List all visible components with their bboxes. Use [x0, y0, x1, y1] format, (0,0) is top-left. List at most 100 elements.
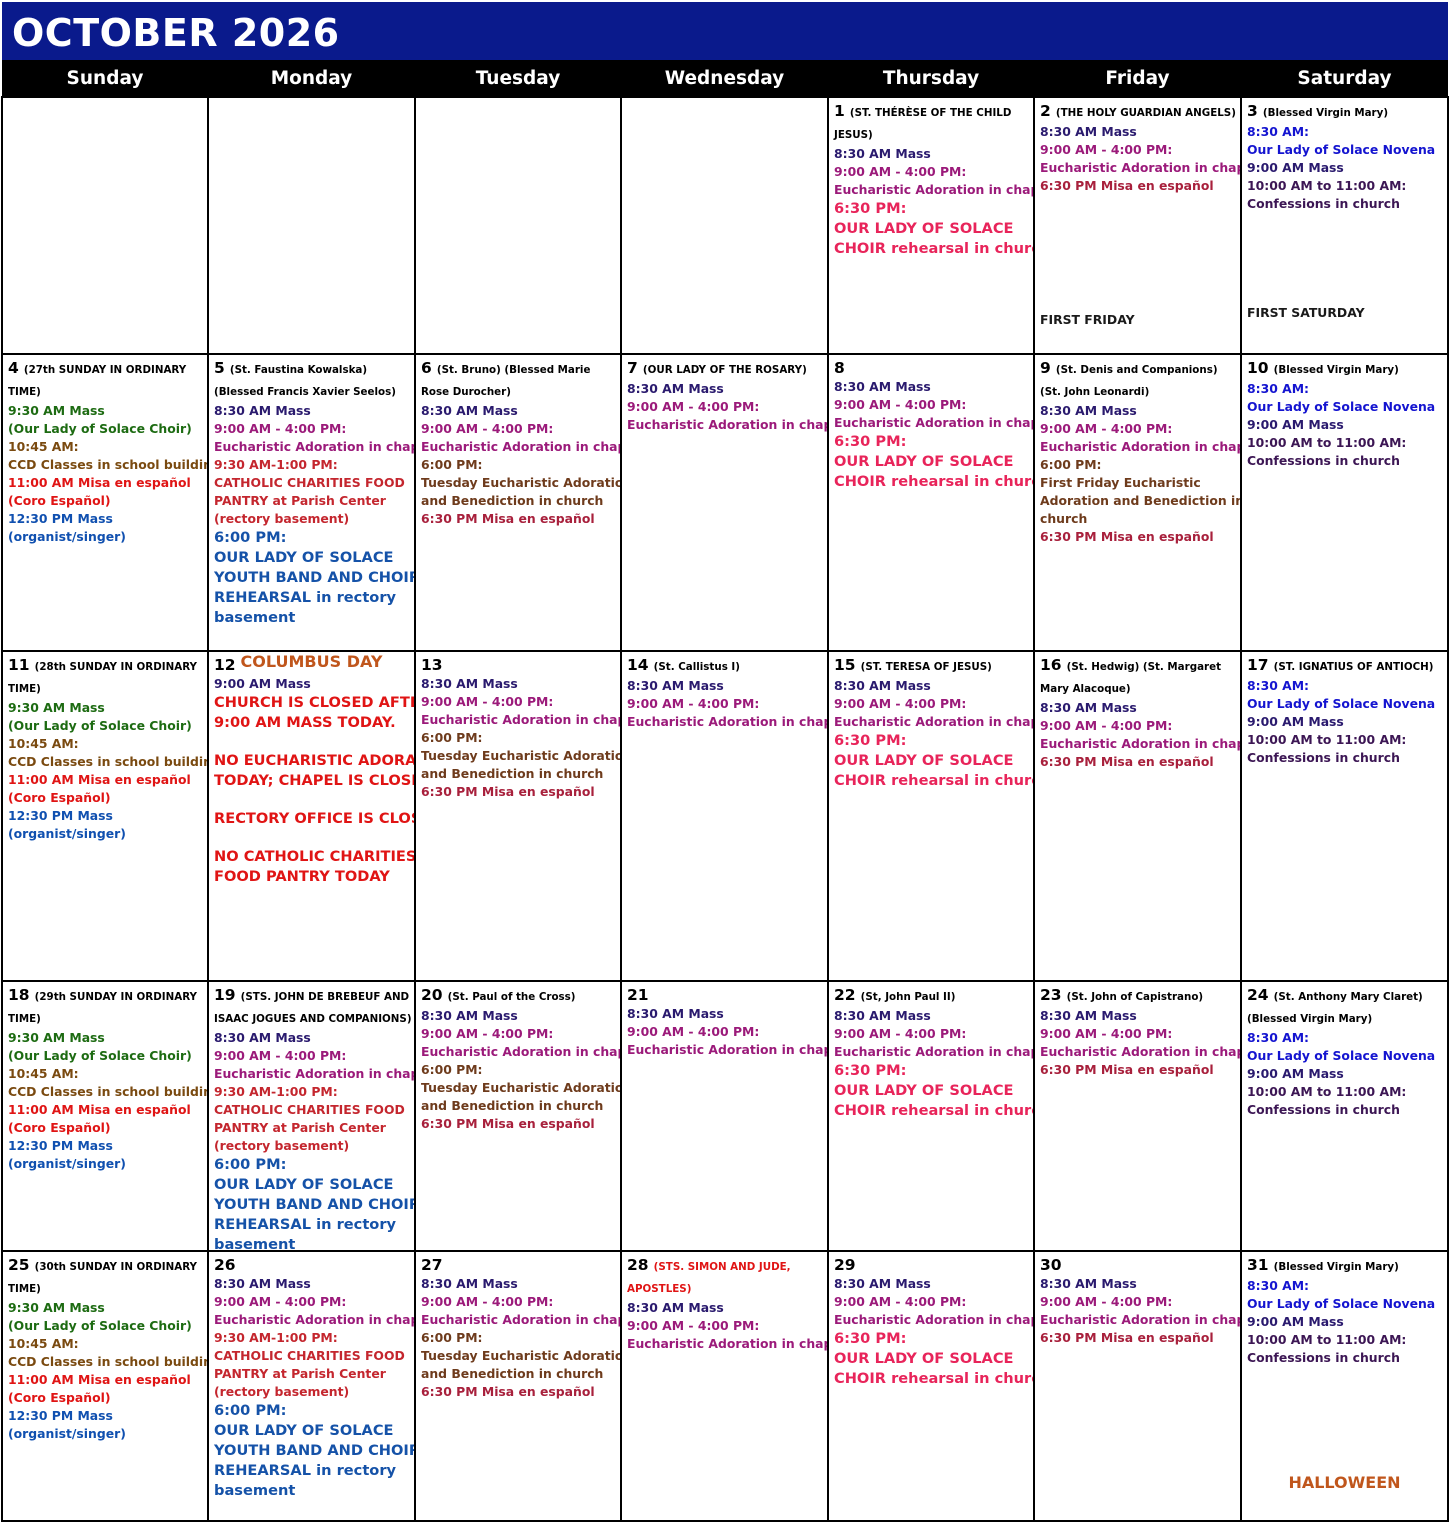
- event-line: (rectory basement): [214, 1384, 350, 1399]
- day-cell-29: 29 8:30 AM Mass 9:00 AM - 4:00 PM: Eucharis…: [827, 1250, 1035, 1522]
- event-line: 8:30 AM Mass: [1040, 403, 1137, 418]
- day-header-label: Friday: [1105, 68, 1170, 89]
- event-line: Confessions in church: [1247, 453, 1400, 468]
- event-line: 9:30 AM Mass: [8, 1300, 105, 1315]
- event-line: 8:30 AM Mass: [627, 678, 724, 693]
- day-cell-content: 6 (St. Bruno) (Blessed Marie Rose Duroch…: [421, 358, 622, 528]
- date-line: 12: [214, 655, 412, 675]
- event-line: 10:00 AM to 11:00 AM:: [1247, 1084, 1407, 1099]
- event-line: Eucharistic Adoration in chapel: [214, 1312, 416, 1327]
- day-cell-3: 3 (Blessed Virgin Mary) 8:30 AM: Our Lady …: [1240, 96, 1449, 355]
- event-line: (Coro Español): [8, 790, 111, 805]
- day-cell-11: 11 (28th SUNDAY IN ORDINARY TIME) 9:30 AM…: [1, 650, 209, 982]
- date-line: 7 (OUR LADY OF THE ROSARY): [627, 358, 825, 380]
- event-line: 8:30 AM Mass: [834, 1008, 931, 1023]
- date-number: 5: [214, 359, 225, 377]
- event-line: 11:00 AM Misa en español: [8, 1102, 191, 1117]
- feast-day-label: (St. Hedwig) (St. Margaret Mary Alacoque…: [1040, 661, 1222, 695]
- day-cell-content: 3 (Blessed Virgin Mary) 8:30 AM: Our Lady …: [1247, 101, 1445, 213]
- date-line: 19 (STS. JOHN DE BREBEUF AND ISAAC JOGUE…: [214, 985, 412, 1029]
- day-header-label: Sunday: [66, 68, 144, 89]
- day-cell-content: 23 (St. John of Capistrano) 8:30 AM Mass 9…: [1040, 985, 1240, 1079]
- day-cell-content: 9 (St. Denis and Companions) (St. John L…: [1040, 358, 1240, 546]
- event-line: (Coro Español): [8, 1120, 111, 1135]
- event-line: 9:00 AM - 4:00 PM:: [421, 421, 554, 436]
- day-header-thursday: Thursday: [828, 60, 1034, 97]
- event-line: Our Lady of Solace Novena: [1247, 142, 1436, 157]
- date-line: 29: [834, 1255, 1031, 1275]
- feast-day-label: (St. Callistus I): [653, 661, 740, 673]
- day-cell-14: 14 (St. Callistus I) 8:30 AM Mass 9:00 AM …: [620, 650, 829, 982]
- date-line: 11 (28th SUNDAY IN ORDINARY TIME): [8, 655, 205, 699]
- day-cell-content: 31 (Blessed Virgin Mary) 8:30 AM: Our Lady…: [1247, 1255, 1445, 1367]
- date-line: 10 (Blessed Virgin Mary): [1247, 358, 1445, 380]
- date-number: 18: [8, 986, 30, 1004]
- event-line: 8:30 AM Mass: [834, 1276, 931, 1291]
- event-line: First Friday Eucharistic: [1040, 475, 1201, 490]
- date-line: 5 (St. Faustina Kowalska) (Blessed Franc…: [214, 358, 412, 402]
- date-number: 6: [421, 359, 432, 377]
- event-line: OUR LADY OF SOLACE: [834, 752, 1014, 769]
- day-cell-7: 7 (OUR LADY OF THE ROSARY) 8:30 AM Mass 9:…: [620, 353, 829, 652]
- date-number: 15: [834, 656, 856, 674]
- date-line: 15 (ST. TERESA OF JESUS): [834, 655, 1031, 677]
- day-cell-16: 16 (St. Hedwig) (St. Margaret Mary Alaco…: [1033, 650, 1242, 982]
- day-cell-18: 18 (29th SUNDAY IN ORDINARY TIME) 9:30 AM…: [1, 980, 209, 1252]
- event-line: 10:45 AM:: [8, 1336, 79, 1351]
- date-number: 14: [627, 656, 649, 674]
- day-cell-5: 5 (St. Faustina Kowalska) (Blessed Franc…: [207, 353, 416, 652]
- day-cell-9: 9 (St. Denis and Companions) (St. John L…: [1033, 353, 1242, 652]
- feast-day-label: (St. John of Capistrano): [1066, 991, 1204, 1003]
- date-number: 20: [421, 986, 443, 1004]
- event-line: Eucharistic Adoration in chapel: [627, 1042, 829, 1057]
- event-line: 8:30 AM Mass: [627, 381, 724, 396]
- event-line: 8:30 AM Mass: [627, 1006, 724, 1021]
- event-line: 6:30 PM Misa en español: [421, 511, 595, 526]
- day-cell-content: 4 (27th SUNDAY IN ORDINARY TIME) 9:30 AM …: [8, 358, 207, 546]
- event-line: CHOIR rehearsal in church: [834, 473, 1035, 490]
- event-line: FOOD PANTRY TODAY: [214, 868, 390, 885]
- event-line: 9:30 AM Mass: [8, 1030, 105, 1045]
- day-cell-content: 19 (STS. JOHN DE BREBEUF AND ISAAC JOGUE…: [214, 985, 416, 1250]
- event-line: 10:45 AM:: [8, 439, 79, 454]
- event-line: CATHOLIC CHARITIES FOOD: [214, 475, 405, 490]
- event-line: Confessions in church: [1247, 196, 1400, 211]
- event-line: and Benediction in church: [421, 766, 604, 781]
- date-number: 11: [8, 656, 30, 674]
- event-line: PANTRY at Parish Center: [214, 493, 386, 508]
- day-cell-31: 31 (Blessed Virgin Mary) 8:30 AM: Our Lady…: [1240, 1250, 1449, 1522]
- event-line: Eucharistic Adoration in chapel: [214, 1066, 416, 1081]
- date-line: 17 (ST. IGNATIUS OF ANTIOCH): [1247, 655, 1445, 677]
- event-line: 6:30 PM Misa en español: [1040, 1062, 1214, 1077]
- calendar-title: OCTOBER 2026: [12, 11, 340, 55]
- feast-day-label: (Blessed Virgin Mary): [1262, 107, 1389, 119]
- event-line: 9:00 AM - 4:00 PM:: [834, 1026, 967, 1041]
- date-number: 19: [214, 986, 236, 1004]
- event-line: (Our Lady of Solace Choir): [8, 1048, 192, 1063]
- event-line: RECTORY OFFICE IS CLOSED.: [214, 810, 414, 827]
- feast-day-label: (ST. IGNATIUS OF ANTIOCH): [1273, 661, 1434, 673]
- event-line: 9:30 AM-1:00 PM:: [214, 1330, 338, 1345]
- event-line: 10:00 AM to 11:00 AM:: [1247, 435, 1407, 450]
- date-line: 2 (THE HOLY GUARDIAN ANGELS): [1040, 101, 1238, 123]
- day-cell-25: 25 (30th SUNDAY IN ORDINARY TIME) 9:30 AM…: [1, 1250, 209, 1522]
- event-line: 9:00 AM - 4:00 PM:: [834, 397, 967, 412]
- day-cell-17: 17 (ST. IGNATIUS OF ANTIOCH) 8:30 AM: Our …: [1240, 650, 1449, 982]
- event-line: Tuesday Eucharistic Adoration: [421, 1348, 622, 1363]
- event-line: Eucharistic Adoration in chapel: [627, 1336, 829, 1351]
- event-line: (organist/singer): [8, 1426, 126, 1441]
- event-line: Our Lady of Solace Novena: [1247, 1048, 1436, 1063]
- empty-day-cell: [620, 96, 829, 355]
- event-line: Eucharistic Adoration in chapel: [421, 439, 622, 454]
- event-line: 6:30 PM:: [834, 1062, 907, 1079]
- event-line: (rectory basement): [214, 1138, 350, 1153]
- event-line: 6:30 PM Misa en español: [1040, 178, 1214, 193]
- event-line: 6:30 PM:: [834, 732, 907, 749]
- day-cell-content: 16 (St. Hedwig) (St. Margaret Mary Alaco…: [1040, 655, 1240, 771]
- day-cell-12: 12 9:00 AM Mass CHURCH IS CLOSED AFTER 9:00…: [207, 650, 416, 982]
- day-cell-30: 30 8:30 AM Mass 9:00 AM - 4:00 PM: Eucharis…: [1033, 1250, 1242, 1522]
- event-line: OUR LADY OF SOLACE: [214, 1422, 394, 1439]
- event-line: 9:00 AM - 4:00 PM:: [834, 696, 967, 711]
- day-header-sunday: Sunday: [2, 60, 208, 97]
- date-number: 12: [214, 656, 236, 674]
